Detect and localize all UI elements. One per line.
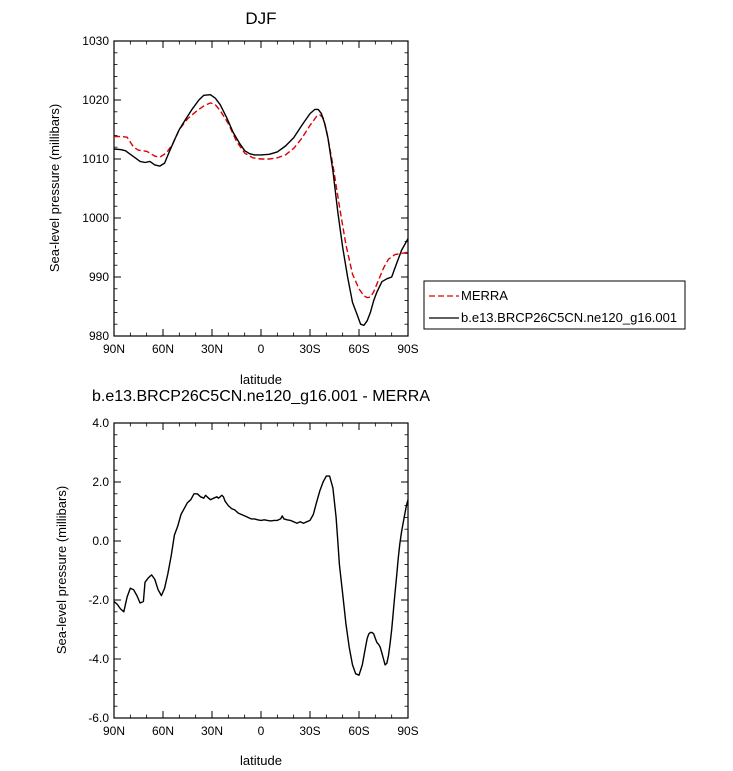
top-y-tick-label: 1030 bbox=[82, 34, 109, 48]
legend-label-merra: MERRA bbox=[461, 288, 508, 303]
top-x-tick-label: 0 bbox=[258, 342, 265, 356]
bottom-x-tick-label: 90S bbox=[397, 724, 418, 738]
bottom-x-tick-label: 60N bbox=[152, 724, 174, 738]
bottom-y-tick-label: 2.0 bbox=[92, 475, 109, 489]
bottom-series-lines bbox=[113, 475, 409, 676]
bottom-y-tick-label: -4.0 bbox=[88, 652, 109, 666]
top-x-tick-label: 90S bbox=[397, 342, 418, 356]
bottom-x-tick-label: 90N bbox=[103, 724, 125, 738]
bottom-y-tick-labels: -6.0 -4.0 -2.0 0.0 2.0 4.0 bbox=[88, 416, 109, 725]
top-y-tick-label: 1010 bbox=[82, 152, 109, 166]
bottom-x-tick-label: 30N bbox=[201, 724, 223, 738]
bottom-y-axis-label: Sea-level pressure (millibars) bbox=[54, 486, 69, 654]
top-x-tick-labels: 90N 60N 30N 0 30S 60S 90S bbox=[103, 342, 419, 356]
top-y-tick-label: 980 bbox=[89, 329, 109, 343]
top-x-tick-label: 90N bbox=[103, 342, 125, 356]
top-y-tick-labels: 980 990 1000 1010 1020 1030 bbox=[82, 34, 109, 343]
top-chart-title: DJF bbox=[245, 9, 276, 28]
legend-label-model: b.e13.BRCP26C5CN.ne120_g16.001 bbox=[461, 310, 677, 325]
top-panel: DJF 980 990 1000 1010 1020 1030 90N 60N 30N 0 30S… bbox=[47, 9, 686, 387]
bottom-series-line-0 bbox=[113, 475, 409, 676]
bottom-ticks bbox=[113, 422, 409, 719]
top-y-axis-label: Sea-level pressure (millibars) bbox=[47, 104, 62, 272]
top-plot-frame bbox=[113, 40, 409, 337]
top-series-line-1 bbox=[113, 93, 409, 327]
top-series-lines bbox=[113, 93, 409, 327]
top-legend: MERRA b.e13.BRCP26C5CN.ne120_g16.001 bbox=[423, 280, 686, 330]
top-ticks bbox=[113, 40, 409, 337]
bottom-x-tick-label: 60S bbox=[348, 724, 369, 738]
bottom-y-tick-label: -6.0 bbox=[88, 711, 109, 725]
top-series-line-0 bbox=[114, 102, 409, 299]
bottom-chart-title: b.e13.BRCP26C5CN.ne120_g16.001 - MERRA bbox=[92, 388, 430, 405]
bottom-y-tick-label: -2.0 bbox=[88, 593, 109, 607]
top-y-tick-label: 1000 bbox=[82, 211, 109, 225]
bottom-x-axis-label: latitude bbox=[240, 753, 282, 768]
bottom-x-tick-label: 0 bbox=[258, 724, 265, 738]
top-y-tick-label: 1020 bbox=[82, 93, 109, 107]
bottom-y-tick-label: 4.0 bbox=[92, 416, 109, 430]
top-x-tick-label: 30S bbox=[299, 342, 320, 356]
bottom-x-tick-labels: 90N 60N 30N 0 30S 60S 90S bbox=[103, 724, 419, 738]
bottom-x-tick-label: 30S bbox=[299, 724, 320, 738]
legend-box bbox=[423, 280, 686, 330]
top-x-tick-label: 60N bbox=[152, 342, 174, 356]
bottom-panel: b.e13.BRCP26C5CN.ne120_g16.001 - MERRA -… bbox=[54, 388, 430, 768]
bottom-y-tick-label: 0.0 bbox=[92, 534, 109, 548]
top-x-tick-label: 60S bbox=[348, 342, 369, 356]
bottom-plot-frame bbox=[113, 422, 409, 719]
top-x-tick-label: 30N bbox=[201, 342, 223, 356]
top-y-tick-label: 990 bbox=[89, 270, 109, 284]
top-x-axis-label: latitude bbox=[240, 372, 282, 387]
